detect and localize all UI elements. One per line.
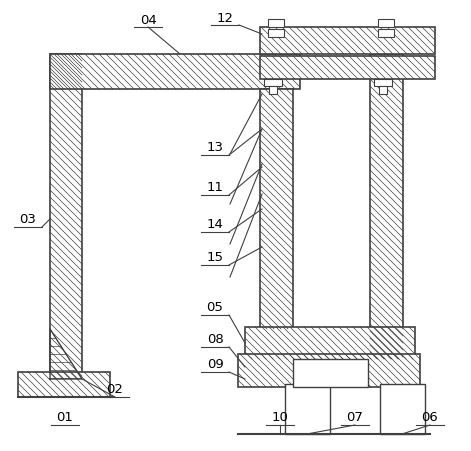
Text: 12: 12 (217, 11, 234, 24)
Bar (374, 80, 392, 87)
Text: 03: 03 (20, 213, 36, 226)
Bar (260, 28, 435, 55)
Text: 08: 08 (207, 333, 223, 346)
Bar (370, 55, 403, 359)
Bar (18, 372, 110, 397)
Text: 04: 04 (139, 14, 156, 27)
Text: 15: 15 (206, 251, 224, 264)
Text: 10: 10 (272, 410, 288, 423)
Bar (260, 90, 293, 329)
Text: 06: 06 (422, 410, 439, 423)
Text: 11: 11 (206, 181, 224, 194)
Bar (268, 20, 284, 28)
Text: 13: 13 (206, 141, 224, 154)
Bar (378, 20, 394, 28)
Text: 05: 05 (207, 301, 223, 314)
Bar (245, 327, 415, 359)
Bar (268, 30, 284, 38)
Text: 02: 02 (106, 382, 123, 396)
Bar (379, 87, 387, 95)
Bar (378, 30, 394, 38)
Bar (238, 354, 420, 387)
Text: 07: 07 (347, 410, 364, 423)
Bar (50, 55, 82, 379)
Text: 09: 09 (207, 358, 223, 371)
Bar (269, 87, 277, 95)
Bar (293, 359, 368, 387)
Bar (380, 384, 425, 434)
Bar (260, 57, 435, 80)
Bar (285, 384, 330, 434)
Bar (50, 55, 300, 90)
Text: 01: 01 (57, 410, 73, 423)
Text: 14: 14 (207, 218, 223, 231)
Bar (264, 80, 282, 87)
